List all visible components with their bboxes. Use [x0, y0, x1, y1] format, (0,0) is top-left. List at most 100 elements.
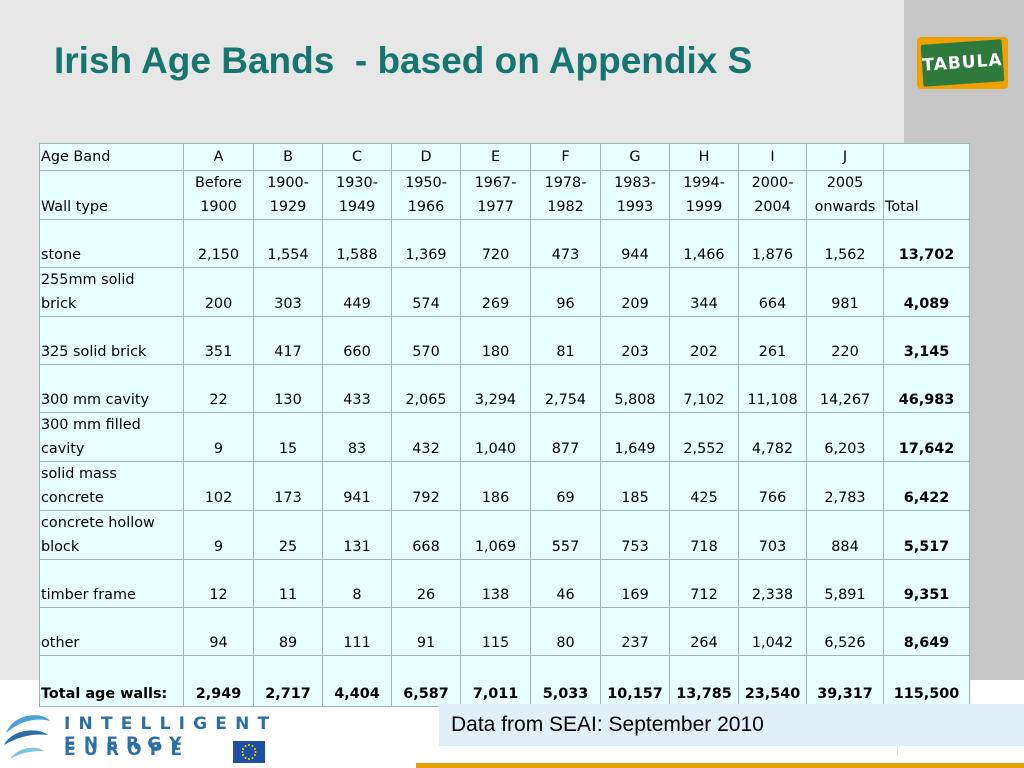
value-cell: 1,042: [738, 607, 807, 656]
row-total-cell: 4,089: [883, 267, 970, 317]
header-cell: G: [600, 143, 670, 171]
value-cell: 664: [738, 267, 807, 317]
totals-value-cell: 5,033: [530, 655, 601, 707]
totals-value-cell: 10,157: [600, 655, 670, 707]
value-cell: 944: [600, 219, 670, 268]
value-cell: 11,108: [738, 364, 807, 413]
row-total-cell: 9,351: [883, 559, 970, 608]
value-cell: 1,466: [669, 219, 739, 268]
totals-value-cell: 6,587: [391, 655, 461, 707]
row-label: 300 mm cavity: [39, 364, 184, 413]
value-cell: 668: [391, 510, 461, 560]
value-cell: 574: [391, 267, 461, 317]
table-row: concrete hollow block 9 25 131 668 1,069 557 753…: [39, 510, 970, 560]
footer-accent-line: [416, 763, 1024, 768]
value-cell: 9: [183, 510, 254, 560]
value-cell: 2,338: [738, 559, 807, 608]
table-row: 325 solid brick 351 417 660 570 180 81 203 202 26…: [39, 316, 970, 365]
value-cell: 26: [391, 559, 461, 608]
value-cell: 4,782: [738, 412, 807, 462]
value-cell: 11: [253, 559, 323, 608]
value-cell: 2,552: [669, 412, 739, 462]
value-cell: 753: [600, 510, 670, 560]
tabula-logo-board: TABULA: [920, 39, 1005, 87]
header-cell: [883, 143, 970, 171]
iee-logo-line1: INTELLIGENT ENERGY: [64, 714, 278, 754]
row-label: concrete hollow block: [39, 510, 184, 560]
table-period-row: Wall type Before 1900 1900- 1929 1930- 1949 195…: [39, 170, 970, 220]
row-label: 255mm solid brick: [39, 267, 184, 317]
value-cell: 80: [530, 607, 601, 656]
value-cell: 89: [253, 607, 323, 656]
row-label: timber frame: [39, 559, 184, 608]
header-cell: J: [806, 143, 884, 171]
period-cell: 1900- 1929: [253, 170, 323, 220]
value-cell: 96: [530, 267, 601, 317]
value-cell: 792: [391, 461, 461, 511]
value-cell: 2,754: [530, 364, 601, 413]
value-cell: 169: [600, 559, 670, 608]
value-cell: 200: [183, 267, 254, 317]
row-total-cell: 8,649: [883, 607, 970, 656]
iee-swoosh-icon: [4, 715, 50, 759]
value-cell: 15: [253, 412, 323, 462]
header-cell: E: [460, 143, 531, 171]
value-cell: 3,294: [460, 364, 531, 413]
row-total-cell: 3,145: [883, 316, 970, 365]
value-cell: 25: [253, 510, 323, 560]
age-band-table: Age Band A B C D E F G H I J Wall type Before 1900 190…: [39, 143, 970, 707]
row-total-cell: 6,422: [883, 461, 970, 511]
value-cell: 941: [322, 461, 392, 511]
value-cell: 14,267: [806, 364, 884, 413]
value-cell: 425: [669, 461, 739, 511]
value-cell: 303: [253, 267, 323, 317]
total-column-label: Total: [883, 170, 970, 220]
totals-value-cell: 13,785: [669, 655, 739, 707]
row-label: solid mass concrete: [39, 461, 184, 511]
value-cell: 138: [460, 559, 531, 608]
row-label: 325 solid brick: [39, 316, 184, 365]
totals-value-cell: 2,717: [253, 655, 323, 707]
value-cell: 718: [669, 510, 739, 560]
value-cell: 202: [669, 316, 739, 365]
value-cell: 432: [391, 412, 461, 462]
period-cell: 1994- 1999: [669, 170, 739, 220]
value-cell: 1,649: [600, 412, 670, 462]
period-row-label: Wall type: [39, 170, 184, 220]
header-cell: F: [530, 143, 601, 171]
value-cell: 473: [530, 219, 601, 268]
row-total-cell: 13,702: [883, 219, 970, 268]
value-cell: 111: [322, 607, 392, 656]
totals-value-cell: 7,011: [460, 655, 531, 707]
value-cell: 766: [738, 461, 807, 511]
value-cell: 9: [183, 412, 254, 462]
value-cell: 8: [322, 559, 392, 608]
period-cell: 1950- 1966: [391, 170, 461, 220]
value-cell: 94: [183, 607, 254, 656]
header-cell: C: [322, 143, 392, 171]
value-cell: 1,588: [322, 219, 392, 268]
value-cell: 261: [738, 316, 807, 365]
iee-logo-line2: EUROPE: [64, 740, 191, 760]
table-totals-row: Total age walls: 2,949 2,717 4,404 6,587 7,01…: [39, 655, 970, 707]
value-cell: 131: [322, 510, 392, 560]
table-row: 255mm solid brick 200 303 449 574 269 96 209 344 6…: [39, 267, 970, 317]
source-note: Data from SEAI: September 2010: [439, 704, 1024, 746]
period-cell: 1978- 1982: [530, 170, 601, 220]
value-cell: 7,102: [669, 364, 739, 413]
table-row: stone 2,150 1,554 1,588 1,369 720 473 944 1,466 1…: [39, 219, 970, 268]
value-cell: 660: [322, 316, 392, 365]
value-cell: 220: [806, 316, 884, 365]
value-cell: 2,783: [806, 461, 884, 511]
row-total-cell: 17,642: [883, 412, 970, 462]
value-cell: 449: [322, 267, 392, 317]
value-cell: 269: [460, 267, 531, 317]
value-cell: 344: [669, 267, 739, 317]
tabula-logo: TABULA: [917, 37, 1008, 89]
value-cell: 720: [460, 219, 531, 268]
header-cell: D: [391, 143, 461, 171]
row-label: other: [39, 607, 184, 656]
value-cell: 185: [600, 461, 670, 511]
grand-total-cell: 115,500: [883, 655, 970, 707]
period-cell: 1930- 1949: [322, 170, 392, 220]
